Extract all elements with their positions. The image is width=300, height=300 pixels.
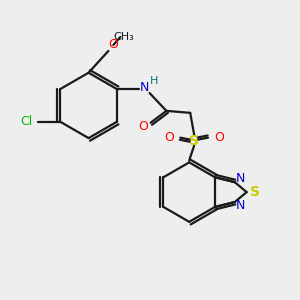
Text: O: O <box>108 38 118 52</box>
Text: CH₃: CH₃ <box>114 32 135 42</box>
Text: O: O <box>214 131 224 144</box>
Text: N: N <box>236 200 245 212</box>
Text: Cl: Cl <box>20 115 33 128</box>
Text: O: O <box>139 120 148 133</box>
Text: N: N <box>236 172 245 185</box>
Text: S: S <box>250 185 260 199</box>
Text: H: H <box>150 76 159 86</box>
Text: S: S <box>189 134 199 148</box>
Text: N: N <box>140 81 149 94</box>
Text: O: O <box>164 131 174 144</box>
